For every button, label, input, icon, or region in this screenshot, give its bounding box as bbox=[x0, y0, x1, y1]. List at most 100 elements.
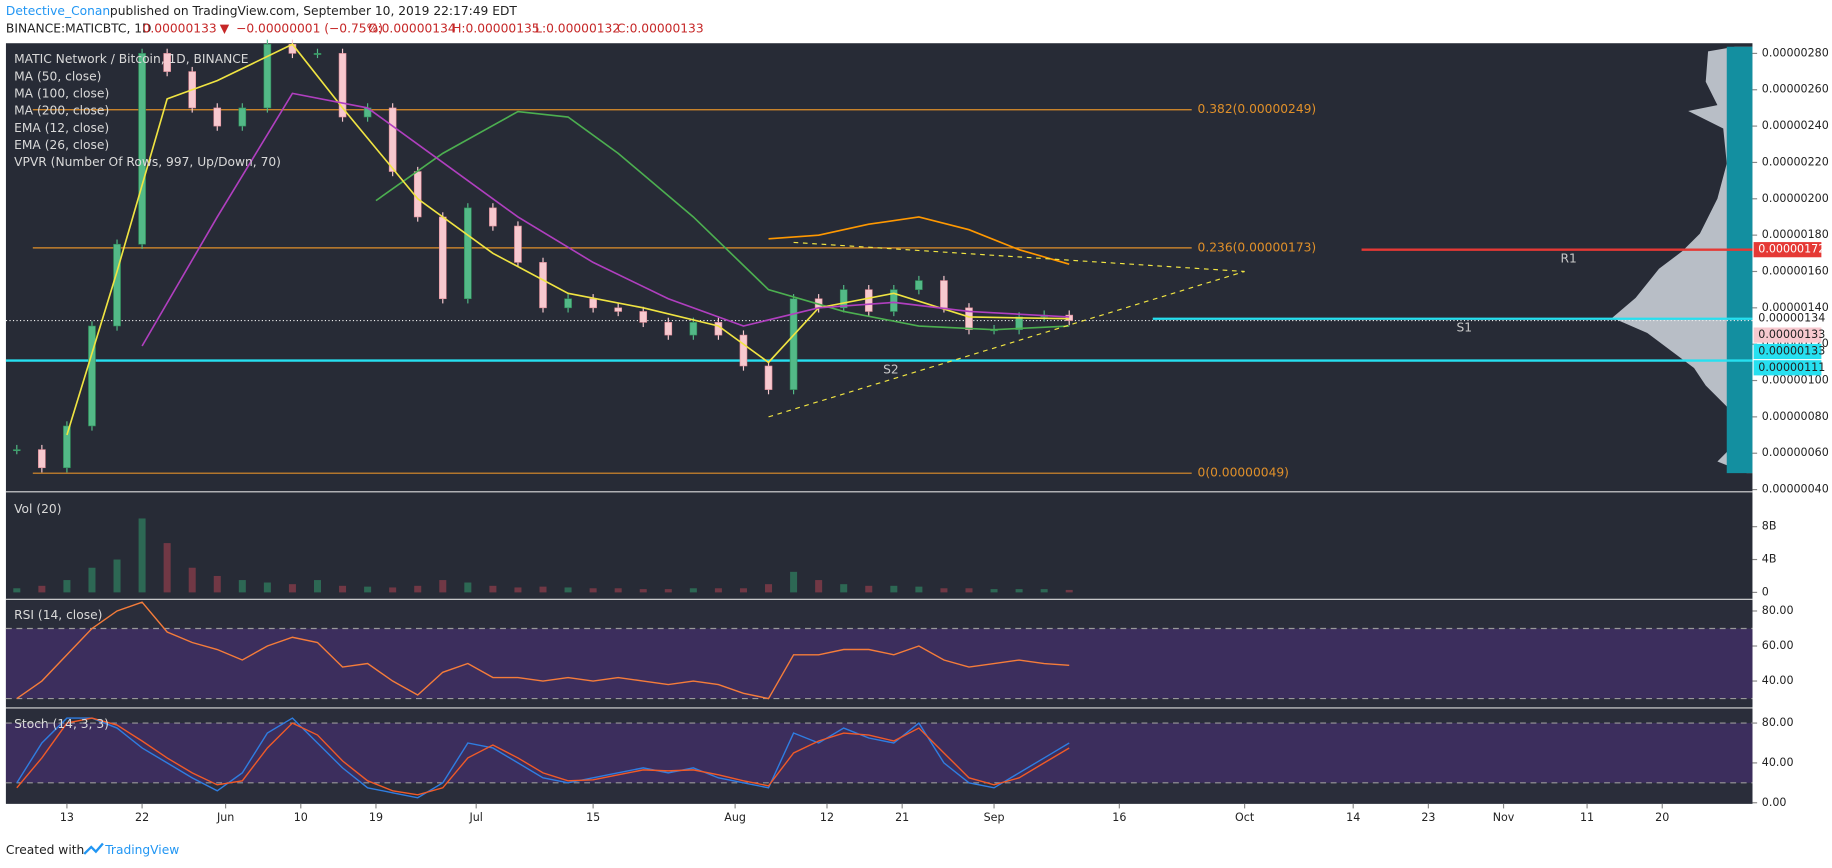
low: L:0.00000132 bbox=[535, 22, 620, 36]
legend-entry: MA (100, close) bbox=[14, 87, 109, 101]
y-tick-label: 80.00 bbox=[1762, 604, 1794, 617]
y-tick-label: 0.00000220 bbox=[1762, 155, 1829, 168]
candle bbox=[839, 289, 848, 309]
candle bbox=[13, 449, 21, 452]
y-tick-label: 0.00000180 bbox=[1762, 228, 1829, 241]
volume-bar bbox=[840, 584, 848, 593]
x-tick-label: 19 bbox=[369, 811, 383, 824]
candle bbox=[63, 425, 71, 469]
x-tick-label: Jul bbox=[469, 811, 483, 824]
volume-bar bbox=[364, 586, 372, 593]
legend-entry: EMA (26, close) bbox=[14, 138, 109, 152]
y-tick-label: 40.00 bbox=[1762, 674, 1794, 687]
volume-bar bbox=[38, 585, 46, 593]
y-tick-label: 0 bbox=[1762, 585, 1769, 598]
indicator-line bbox=[16, 717, 1070, 799]
candle bbox=[864, 289, 873, 312]
candle bbox=[890, 289, 898, 312]
candle bbox=[464, 207, 472, 300]
candle bbox=[739, 334, 748, 367]
candle bbox=[940, 280, 948, 309]
y-tick-label: 0.00000040 bbox=[1762, 483, 1829, 496]
volume-bar bbox=[1065, 589, 1073, 593]
volume-bar bbox=[890, 585, 898, 593]
candle bbox=[413, 171, 422, 218]
candle bbox=[88, 325, 96, 427]
volume-bar bbox=[13, 588, 21, 593]
volume-profile bbox=[1612, 46, 1753, 474]
volume-bar bbox=[339, 585, 347, 593]
candle bbox=[965, 307, 973, 330]
sr-label: S2 bbox=[883, 362, 899, 376]
candle bbox=[113, 243, 121, 327]
volume-bar bbox=[1040, 589, 1048, 593]
candle bbox=[263, 44, 272, 109]
legend-entry: EMA (12, close) bbox=[14, 121, 109, 135]
price-badge bbox=[1753, 311, 1822, 327]
pane-title: RSI (14, close) bbox=[14, 608, 102, 622]
price-badge bbox=[1753, 360, 1822, 376]
price-badge-label: 0.00000133 bbox=[1758, 328, 1825, 341]
x-tick-label: 10 bbox=[294, 811, 308, 824]
y-tick-label: 0.00000100 bbox=[1762, 374, 1829, 387]
study-line bbox=[66, 43, 1070, 436]
candle bbox=[915, 280, 923, 290]
symbol: BINANCE:MATICBTC, 1D bbox=[6, 22, 152, 36]
candle bbox=[238, 107, 247, 127]
volume-bar bbox=[263, 582, 271, 593]
candle bbox=[38, 449, 46, 469]
legend-entry: VPVR (Number Of Rows, 997, Up/Down, 70) bbox=[14, 155, 281, 169]
y-tick-label: 40.00 bbox=[1762, 756, 1794, 769]
candle bbox=[163, 53, 171, 72]
indicator-line bbox=[16, 717, 1070, 796]
candle bbox=[589, 298, 597, 309]
sr-label: S1 bbox=[1456, 321, 1472, 335]
y-tick-label: 0.00000200 bbox=[1762, 192, 1829, 205]
change: −0.00000001 (−0.75%) bbox=[236, 22, 383, 36]
volume-bar bbox=[639, 589, 647, 593]
study-line bbox=[768, 216, 1070, 266]
volume-bar bbox=[815, 580, 823, 593]
volume-bar bbox=[965, 588, 973, 593]
legend-entry: MA (200, close) bbox=[14, 104, 109, 118]
close: C:0.00000133 bbox=[617, 22, 704, 36]
candle bbox=[438, 216, 447, 300]
y-tick-label: 8B bbox=[1762, 520, 1777, 533]
volume-bar bbox=[865, 585, 873, 593]
x-tick-label: Jun bbox=[216, 811, 234, 824]
candle bbox=[388, 107, 397, 172]
x-tick-label: 14 bbox=[1346, 811, 1360, 824]
published: published on TradingView.com, September … bbox=[110, 4, 517, 18]
x-tick-label: Aug bbox=[724, 811, 746, 824]
high: H:0.00000135 bbox=[452, 22, 539, 36]
candle bbox=[489, 207, 497, 227]
y-tick-label: 0.00000160 bbox=[1762, 264, 1829, 277]
volume-bar bbox=[990, 589, 998, 593]
author[interactable]: Detective_Conan bbox=[6, 4, 110, 18]
price-badge-label: 0.00000172 bbox=[1758, 243, 1825, 256]
volume-bar bbox=[88, 567, 96, 593]
price-badge-label: 0.00000111 bbox=[1758, 361, 1825, 374]
fib-label: 0.382(0.00000249) bbox=[1198, 102, 1317, 116]
y-tick-label: 0.00000140 bbox=[1762, 301, 1829, 314]
volume-bar bbox=[213, 575, 221, 593]
tradingview-logo bbox=[83, 842, 104, 855]
x-tick-label: 21 bbox=[895, 811, 909, 824]
x-tick-label: 13 bbox=[60, 811, 74, 824]
x-tick-label: 23 bbox=[1421, 811, 1435, 824]
volume-bar bbox=[464, 582, 472, 593]
volume-bar bbox=[539, 586, 547, 593]
pane-title: Stoch (14, 3, 3) bbox=[14, 717, 109, 731]
y-tick-label: 0.00000240 bbox=[1762, 119, 1829, 132]
candle bbox=[614, 307, 622, 312]
volume-bar bbox=[489, 585, 497, 593]
volume-bar bbox=[714, 588, 722, 593]
candle bbox=[338, 53, 347, 118]
footer-brand[interactable]: TradingView bbox=[104, 843, 179, 857]
volume-bar bbox=[163, 543, 171, 593]
y-tick-label: 0.00 bbox=[1762, 796, 1787, 809]
candle bbox=[1065, 314, 1074, 321]
candle bbox=[639, 311, 648, 323]
open: O:0.00000134 bbox=[368, 22, 456, 36]
